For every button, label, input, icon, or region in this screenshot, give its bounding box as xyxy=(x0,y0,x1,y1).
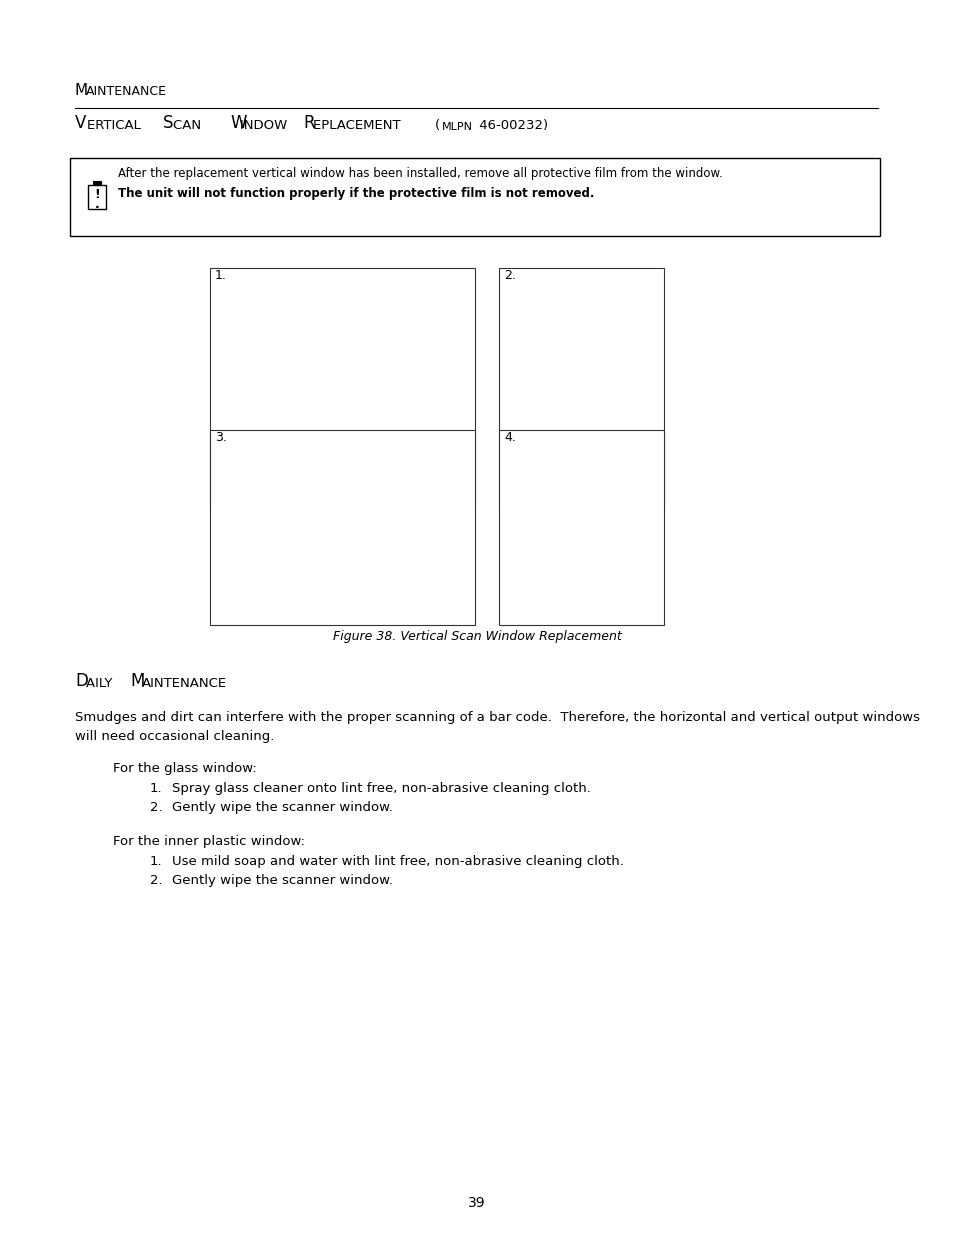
Text: 3.: 3. xyxy=(214,431,227,445)
Bar xyxy=(210,430,475,625)
Text: D: D xyxy=(75,672,88,690)
Bar xyxy=(498,430,663,625)
Text: INDOW: INDOW xyxy=(240,119,292,132)
Text: For the inner plastic window:: For the inner plastic window: xyxy=(112,835,305,848)
Text: .: . xyxy=(94,199,99,211)
Text: AILY: AILY xyxy=(86,677,116,690)
Bar xyxy=(498,268,663,508)
Text: will need occasional cleaning.: will need occasional cleaning. xyxy=(75,730,274,743)
Text: Gently wipe the scanner window.: Gently wipe the scanner window. xyxy=(172,874,393,887)
Text: MLPN: MLPN xyxy=(441,122,473,132)
Text: (: ( xyxy=(435,119,439,132)
Text: 1.: 1. xyxy=(214,269,227,282)
Bar xyxy=(210,268,475,508)
Text: 1.: 1. xyxy=(150,782,162,795)
Text: 2.: 2. xyxy=(150,874,162,887)
Text: CAN: CAN xyxy=(172,119,205,132)
Text: M: M xyxy=(75,83,88,98)
Text: AINTENANCE: AINTENANCE xyxy=(142,677,227,690)
Text: The unit will not function properly if the protective film is not removed.: The unit will not function properly if t… xyxy=(118,186,594,200)
Text: 46-00232): 46-00232) xyxy=(475,119,548,132)
Text: 4.: 4. xyxy=(503,431,516,445)
Text: W: W xyxy=(230,114,246,132)
Text: 39: 39 xyxy=(468,1195,485,1210)
Text: After the replacement vertical window has been installed, remove all protective : After the replacement vertical window ha… xyxy=(118,167,722,180)
Text: 2.: 2. xyxy=(150,802,162,814)
Text: Smudges and dirt can interfere with the proper scanning of a bar code.  Therefor: Smudges and dirt can interfere with the … xyxy=(75,711,919,724)
Text: M: M xyxy=(130,672,144,690)
Bar xyxy=(70,158,879,236)
Text: Figure 38. Vertical Scan Window Replacement: Figure 38. Vertical Scan Window Replacem… xyxy=(333,630,620,643)
Text: 1.: 1. xyxy=(150,855,162,868)
Text: ERTICAL: ERTICAL xyxy=(87,119,145,132)
Text: S: S xyxy=(163,114,173,132)
Bar xyxy=(88,185,106,209)
Text: 2.: 2. xyxy=(503,269,516,282)
Bar xyxy=(92,182,101,185)
Text: !: ! xyxy=(94,189,100,201)
Text: AINTENANCE: AINTENANCE xyxy=(86,85,167,98)
Text: V: V xyxy=(75,114,87,132)
Text: Gently wipe the scanner window.: Gently wipe the scanner window. xyxy=(172,802,393,814)
Text: For the glass window:: For the glass window: xyxy=(112,762,256,776)
Text: Spray glass cleaner onto lint free, non-abrasive cleaning cloth.: Spray glass cleaner onto lint free, non-… xyxy=(172,782,590,795)
Text: EPLACEMENT: EPLACEMENT xyxy=(313,119,404,132)
Text: R: R xyxy=(303,114,314,132)
Text: Use mild soap and water with lint free, non-abrasive cleaning cloth.: Use mild soap and water with lint free, … xyxy=(172,855,623,868)
